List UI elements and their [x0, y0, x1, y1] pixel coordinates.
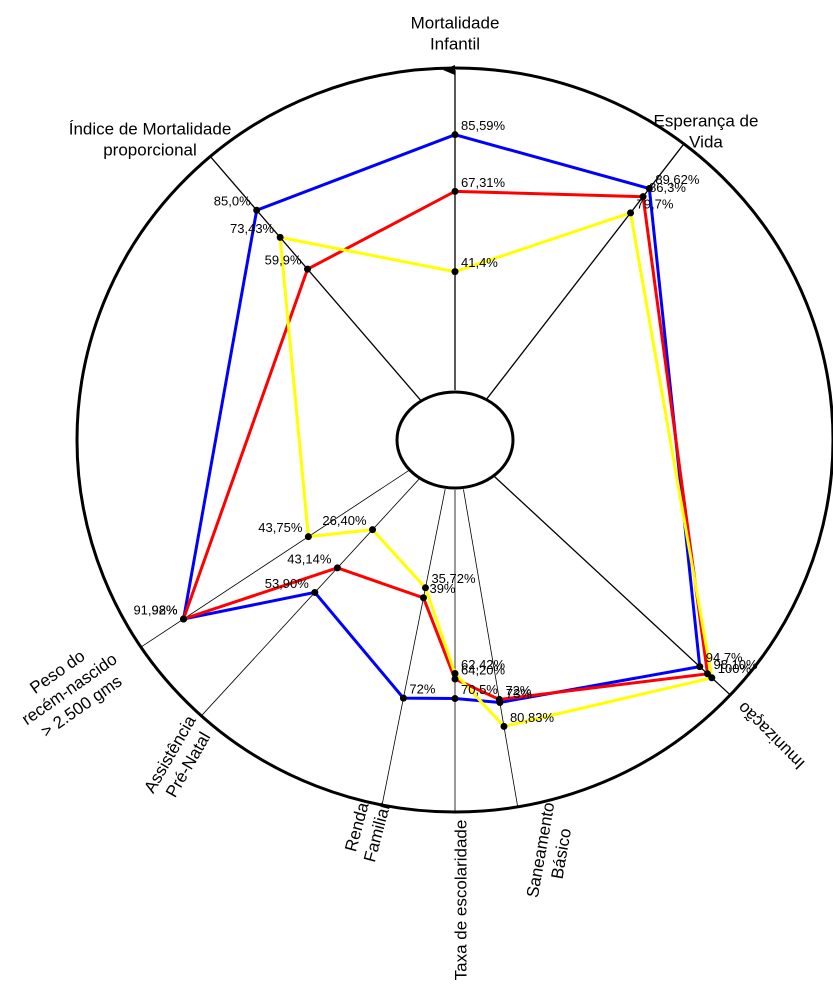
- axis-title-line: Infantil: [430, 34, 480, 53]
- axis-title-line: proporcional: [103, 140, 197, 159]
- data-label: 100%: [718, 661, 752, 676]
- data-label: 86,3%: [649, 180, 686, 195]
- axis-title-line: Esperança de: [654, 111, 759, 130]
- data-point: [399, 694, 407, 702]
- axis-titles: Mortalidade Infantil Esperança de Vida Imuni…: [18, 13, 809, 981]
- axis-title-line: Vida: [689, 132, 723, 151]
- axis-title: Imunização: [734, 698, 809, 773]
- axis-title-line: Imunização: [734, 698, 809, 773]
- data-label: 80,83%: [510, 710, 555, 725]
- axis-title: Taxa de escolaridade: [451, 820, 470, 981]
- data-label: 89,62%: [655, 172, 700, 187]
- data-label: 85,0%: [214, 194, 251, 209]
- data-point: [180, 615, 188, 623]
- data-point: [421, 584, 429, 592]
- data-point: [276, 233, 284, 241]
- data-label: 94,7%: [706, 650, 743, 665]
- data-point: [311, 588, 319, 596]
- data-point: [645, 185, 653, 193]
- data-label: 91,98%: [133, 602, 178, 617]
- data-label: 73,43%: [230, 221, 275, 236]
- data-point: [451, 131, 459, 139]
- data-point: [304, 265, 312, 273]
- axis-line: [463, 489, 519, 807]
- inner-ring: [395, 390, 515, 490]
- data-point: [369, 526, 377, 534]
- data-point: [708, 674, 716, 682]
- data-label: 64,20%: [461, 662, 506, 677]
- data-label: 62,42%: [461, 657, 506, 672]
- axis-title: Esperança de Vida: [654, 111, 759, 151]
- axis-title: Índice de Mortalidade proporcional: [69, 119, 232, 159]
- axis-line: [209, 156, 423, 403]
- data-label: 72%: [505, 683, 531, 698]
- axis-line: [201, 476, 422, 717]
- data-label: 92%: [151, 602, 177, 617]
- data-label: 43,75%: [258, 520, 303, 535]
- data-label: 39%: [429, 581, 455, 596]
- axis-title-line: Mortalidade: [411, 13, 500, 32]
- axis-title-line: Índice de Mortalidade: [69, 119, 232, 138]
- data-point: [451, 675, 459, 683]
- axis-line: [381, 488, 446, 806]
- data-label: 43,14%: [287, 551, 332, 566]
- data-point: [500, 722, 508, 730]
- data-point: [333, 564, 341, 572]
- axis-title-line: Taxa de escolaridade: [451, 820, 470, 981]
- data-point: [495, 695, 503, 703]
- data-point: [304, 533, 312, 541]
- data-point: [639, 193, 647, 201]
- series: [181, 133, 714, 729]
- series-line: [278, 210, 714, 729]
- data-label: 26,40%: [322, 513, 367, 528]
- data-point: [696, 663, 704, 671]
- data-label: 53,90%: [265, 576, 310, 591]
- data-point: [419, 594, 427, 602]
- axis-line: [491, 473, 731, 696]
- data-point: [451, 268, 459, 276]
- data-point: [451, 695, 459, 703]
- data-label: 59,9%: [265, 253, 302, 268]
- series-line: [181, 189, 710, 701]
- data-label: 79,7%: [637, 196, 674, 211]
- axis-title: Mortalidade Infantil: [411, 13, 500, 53]
- data-point: [451, 670, 459, 678]
- points: 85,59% 89,62% 94,7% 73% 70,5% 72% 53,90% 91,98%…: [133, 118, 758, 730]
- data-point: [451, 187, 459, 195]
- data-label: 72%: [409, 682, 435, 697]
- data-point: [627, 209, 635, 217]
- data-label: 73%: [506, 686, 532, 701]
- data-label: 85,59%: [461, 118, 506, 133]
- data-point: [253, 206, 261, 214]
- data-label: 70,5%: [461, 682, 498, 697]
- data-label: 98,10%: [713, 657, 758, 672]
- data-label: 35,72%: [431, 571, 476, 586]
- data-label: 67,31%: [461, 175, 506, 190]
- axes: [140, 65, 731, 812]
- data-label: 41,4%: [461, 255, 498, 270]
